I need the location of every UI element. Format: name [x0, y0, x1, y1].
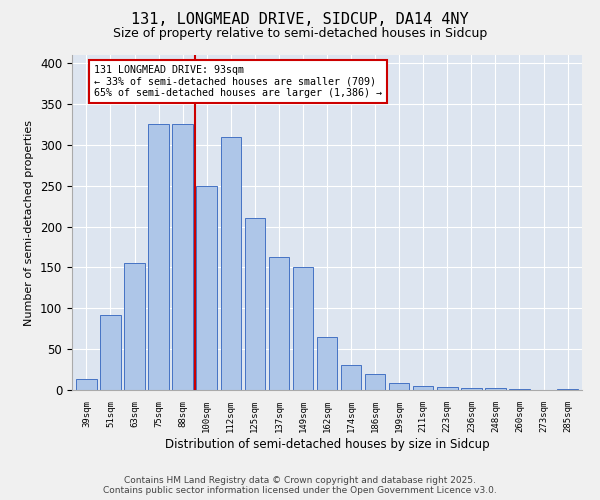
Bar: [76, 380, 97, 390]
Bar: [557, 389, 578, 390]
Bar: [461, 388, 482, 390]
Bar: [437, 386, 458, 390]
X-axis label: Distribution of semi-detached houses by size in Sidcup: Distribution of semi-detached houses by …: [164, 438, 490, 450]
Bar: [245, 218, 265, 390]
Bar: [293, 268, 313, 390]
Bar: [269, 257, 289, 390]
Bar: [341, 366, 361, 390]
Text: 131, LONGMEAD DRIVE, SIDCUP, DA14 4NY: 131, LONGMEAD DRIVE, SIDCUP, DA14 4NY: [131, 12, 469, 28]
Bar: [148, 124, 169, 390]
Bar: [124, 264, 145, 390]
Text: Contains HM Land Registry data © Crown copyright and database right 2025.
Contai: Contains HM Land Registry data © Crown c…: [103, 476, 497, 495]
Bar: [413, 386, 433, 390]
Bar: [196, 186, 217, 390]
Bar: [509, 389, 530, 390]
Y-axis label: Number of semi-detached properties: Number of semi-detached properties: [25, 120, 34, 326]
Bar: [365, 374, 385, 390]
Text: Size of property relative to semi-detached houses in Sidcup: Size of property relative to semi-detach…: [113, 28, 487, 40]
Bar: [100, 315, 121, 390]
Bar: [317, 337, 337, 390]
Bar: [221, 136, 241, 390]
Text: 131 LONGMEAD DRIVE: 93sqm
← 33% of semi-detached houses are smaller (709)
65% of: 131 LONGMEAD DRIVE: 93sqm ← 33% of semi-…: [94, 65, 382, 98]
Bar: [389, 382, 409, 390]
Bar: [485, 388, 506, 390]
Bar: [172, 124, 193, 390]
